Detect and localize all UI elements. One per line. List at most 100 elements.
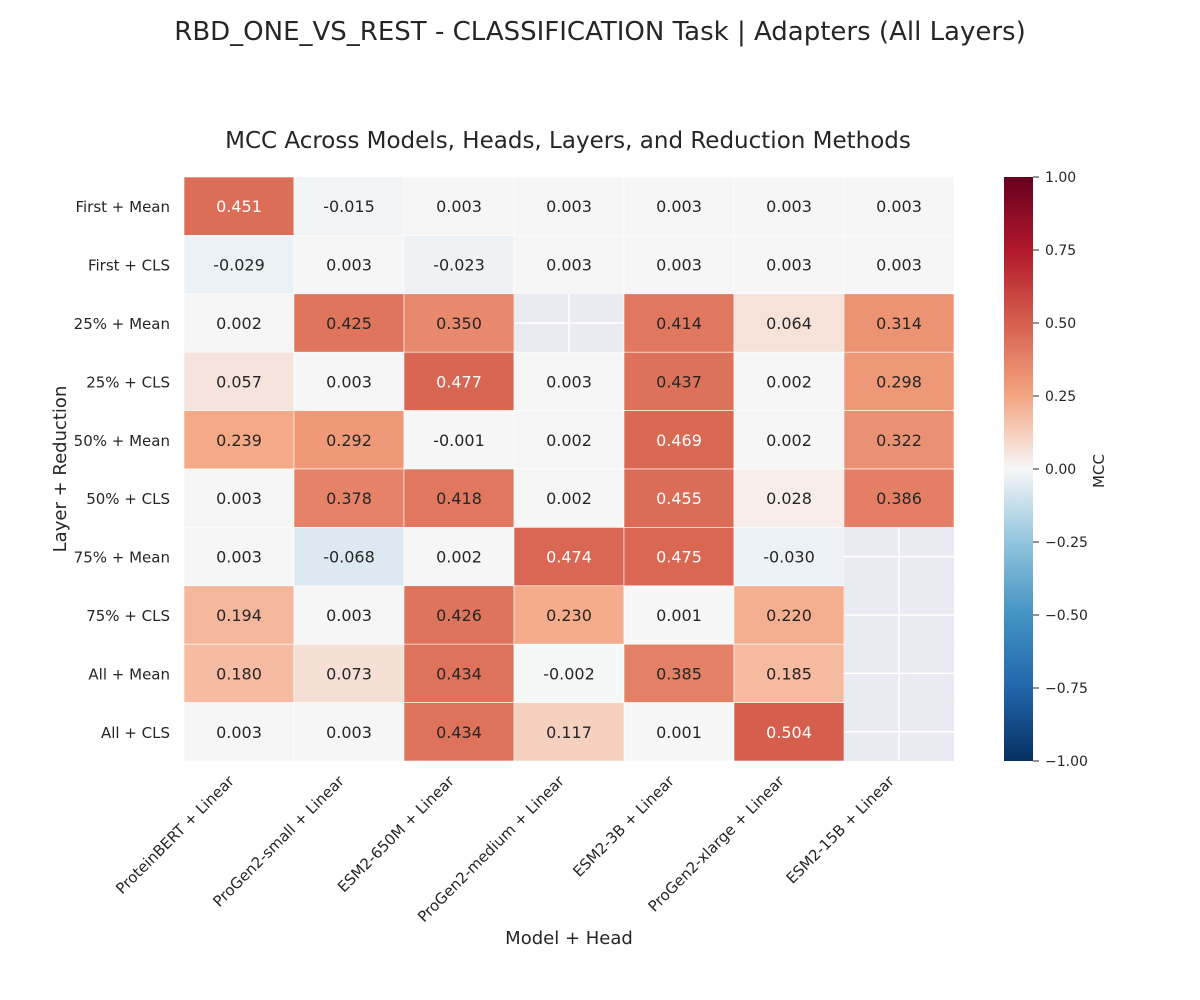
cell-value-label: 0.414: [656, 314, 702, 333]
row-label: First + CLS: [88, 257, 170, 275]
heatmap-cell: [403, 643, 515, 703]
heatmap-cell: [183, 702, 295, 762]
heatmap-cell: [403, 176, 515, 236]
cell-value-label: 0.003: [876, 256, 922, 275]
cell-value-label: 0.003: [546, 256, 592, 275]
heatmap-cell: [183, 410, 295, 470]
heatmap-cell: [843, 468, 955, 528]
cell-value-label: 0.003: [876, 197, 922, 216]
colorbar-ticks: 1.00 0.75 0.50 0.25 0.00 −0.25 −0.50 −0.75 −1.00: [1033, 170, 1088, 770]
heatmap-cell: [403, 527, 515, 587]
heatmap-cell: [513, 702, 625, 762]
colorbar-label: MCC: [1090, 454, 1108, 488]
cell-value-label: 0.426: [436, 606, 482, 625]
heatmap-cell: [183, 468, 295, 528]
heatmap-cell: [513, 643, 625, 703]
colorbar: [1004, 177, 1033, 761]
chart-title: MCC Across Models, Heads, Layers, and Re…: [225, 128, 911, 154]
heatmap-cell: [403, 351, 515, 411]
row-label: First + Mean: [75, 198, 170, 216]
cell-value-label: 0.314: [876, 314, 922, 333]
cell-value-label: -0.015: [323, 197, 375, 216]
cell-value-label: 0.002: [546, 489, 592, 508]
heatmap-cell: [513, 468, 625, 528]
row-labels: First + Mean First + CLS 25% + Mean 25% + C…: [74, 198, 170, 742]
cell-value-label: 0.194: [216, 606, 262, 625]
cell-value-label: 0.298: [876, 372, 922, 391]
cell-value-label: 0.180: [216, 664, 262, 683]
cell-value-label: 0.469: [656, 431, 702, 450]
cell-value-label: 0.003: [766, 197, 812, 216]
row-label: 50% + CLS: [86, 490, 170, 508]
heatmap-cell: [403, 468, 515, 528]
heatmap-cell: [733, 176, 845, 236]
figure-suptitle: RBD_ONE_VS_REST - CLASSIFICATION Task | …: [174, 17, 1026, 47]
heatmap-cell: [513, 585, 625, 645]
cell-value-label: 0.002: [766, 431, 812, 450]
heatmap-cell: [623, 527, 735, 587]
heatmap-cell: [183, 351, 295, 411]
heatmap-cell: [403, 702, 515, 762]
heatmap-cell: [733, 702, 845, 762]
colorbar-tick-label: −0.75: [1045, 681, 1088, 697]
cell-value-label: 0.003: [216, 723, 262, 742]
cell-value-label: 0.185: [766, 664, 812, 683]
heatmap-cell: [733, 293, 845, 353]
cell-value-label: 0.003: [326, 723, 372, 742]
row-label: All + CLS: [101, 724, 170, 742]
cell-value-label: -0.001: [433, 431, 485, 450]
row-label: All + Mean: [88, 665, 170, 683]
cell-value-label: -0.002: [543, 664, 595, 683]
colorbar-tick-label: 0.25: [1045, 389, 1076, 405]
heatmap-cell: [293, 702, 405, 762]
colorbar-tick-label: 1.00: [1045, 170, 1076, 186]
cell-value-label: 0.028: [766, 489, 812, 508]
heatmap-cell: [293, 527, 405, 587]
x-axis-label: Model + Head: [505, 928, 633, 949]
heatmap-cell: [183, 643, 295, 703]
cell-value-label: 0.230: [546, 606, 592, 625]
row-label: 75% + Mean: [74, 549, 170, 567]
colorbar-tick-label: −1.00: [1045, 754, 1088, 770]
heatmap-cells: 0.451 -0.015 0.003 0.003 0.003 0.003 0.003 -0.0…: [183, 176, 955, 762]
heatmap-cell: [733, 351, 845, 411]
row-label: 25% + Mean: [74, 315, 170, 333]
heatmap-cell: [403, 410, 515, 470]
cell-value-label: 0.003: [546, 197, 592, 216]
cell-value-label: 0.474: [546, 548, 592, 567]
cell-value-label: -0.068: [323, 548, 375, 567]
colorbar-tick-label: 0.75: [1045, 243, 1076, 259]
cell-value-label: 0.002: [436, 548, 482, 567]
row-label: 25% + CLS: [86, 373, 170, 391]
cell-value-label: 0.003: [436, 197, 482, 216]
colorbar-tick-label: 0.50: [1045, 316, 1076, 332]
cell-value-label: 0.378: [326, 489, 372, 508]
cell-value-label: 0.418: [436, 489, 482, 508]
cell-value-label: 0.002: [216, 314, 262, 333]
cell-value-label: 0.073: [326, 664, 372, 683]
cell-value-label: 0.001: [656, 723, 702, 742]
cell-value-label: 0.003: [766, 256, 812, 275]
heatmap-cell: [623, 293, 735, 353]
heatmap-cell: [733, 527, 845, 587]
column-label: ProteinBERT + Linear: [112, 772, 238, 898]
heatmap-cell: [403, 293, 515, 353]
heatmap-cell: [623, 585, 735, 645]
cell-value-label: 0.220: [766, 606, 812, 625]
row-label: 75% + CLS: [86, 607, 170, 625]
heatmap-cell: [293, 176, 405, 236]
heatmap-cell: [843, 351, 955, 411]
heatmap-cell: [623, 468, 735, 528]
heatmap-cell: [293, 585, 405, 645]
cell-value-label: 0.064: [766, 314, 812, 333]
cell-value-label: 0.322: [876, 431, 922, 450]
cell-value-label: -0.023: [433, 256, 485, 275]
row-label: 50% + Mean: [74, 432, 170, 450]
heatmap-cell: [733, 235, 845, 295]
column-label: ESM2-650M + Linear: [334, 772, 458, 896]
heatmap-cell: [513, 527, 625, 587]
heatmap-cell: [183, 527, 295, 587]
column-label: ESM2-3B + Linear: [569, 772, 678, 881]
